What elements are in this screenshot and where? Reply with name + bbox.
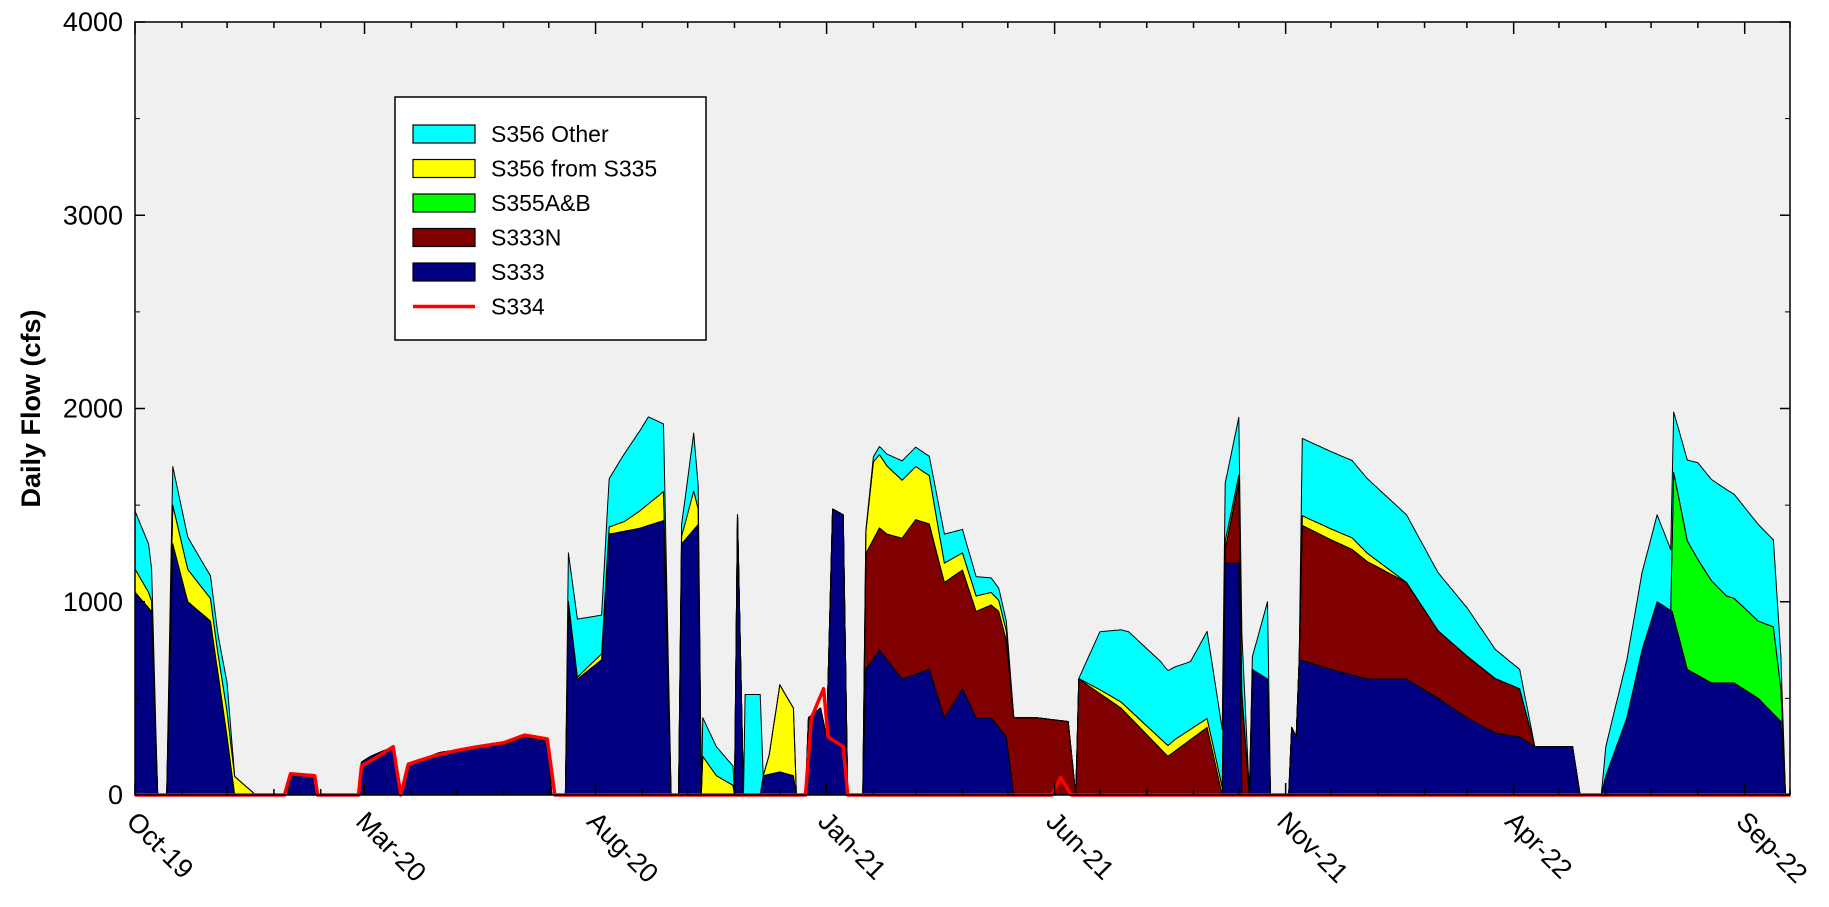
y-tick-label: 4000: [63, 7, 123, 37]
x-tick-label: Aug-20: [581, 806, 664, 889]
legend-label: S333: [491, 259, 545, 285]
legend-swatch: [412, 124, 476, 144]
legend-swatch: [412, 262, 476, 282]
x-tick-label: Sep-22: [1730, 806, 1813, 889]
y-tick-label: 3000: [63, 200, 123, 230]
y-tick-label: 0: [108, 780, 123, 810]
legend-label: S333N: [491, 225, 561, 251]
x-tick-label: Oct-19: [121, 806, 200, 885]
x-tick-label: Apr-22: [1499, 806, 1578, 885]
y-axis: 0 1000 2000 3000 4000: [63, 7, 1790, 810]
x-tick-label: Jun-21: [1040, 806, 1120, 886]
x-tick-label: Mar-20: [350, 806, 432, 888]
y-tick-label: 1000: [63, 587, 123, 617]
x-tick-label: Nov-21: [1271, 806, 1354, 889]
legend-label: S356 Other: [491, 121, 609, 147]
legend-label: S355A&B: [491, 190, 591, 216]
legend-swatch: [412, 193, 476, 213]
legend-swatch: [412, 158, 476, 179]
legend-swatch: [412, 227, 476, 248]
x-tick-label: Jan-21: [812, 806, 892, 886]
legend-label: S356 from S335: [491, 156, 657, 182]
y-axis-title: Daily Flow (cfs): [16, 309, 46, 507]
legend-label: S334: [491, 294, 545, 320]
y-tick-label: 2000: [63, 394, 123, 424]
legend: S356 Other S356 from S335 S355A&B S333N S333…: [394, 96, 707, 341]
